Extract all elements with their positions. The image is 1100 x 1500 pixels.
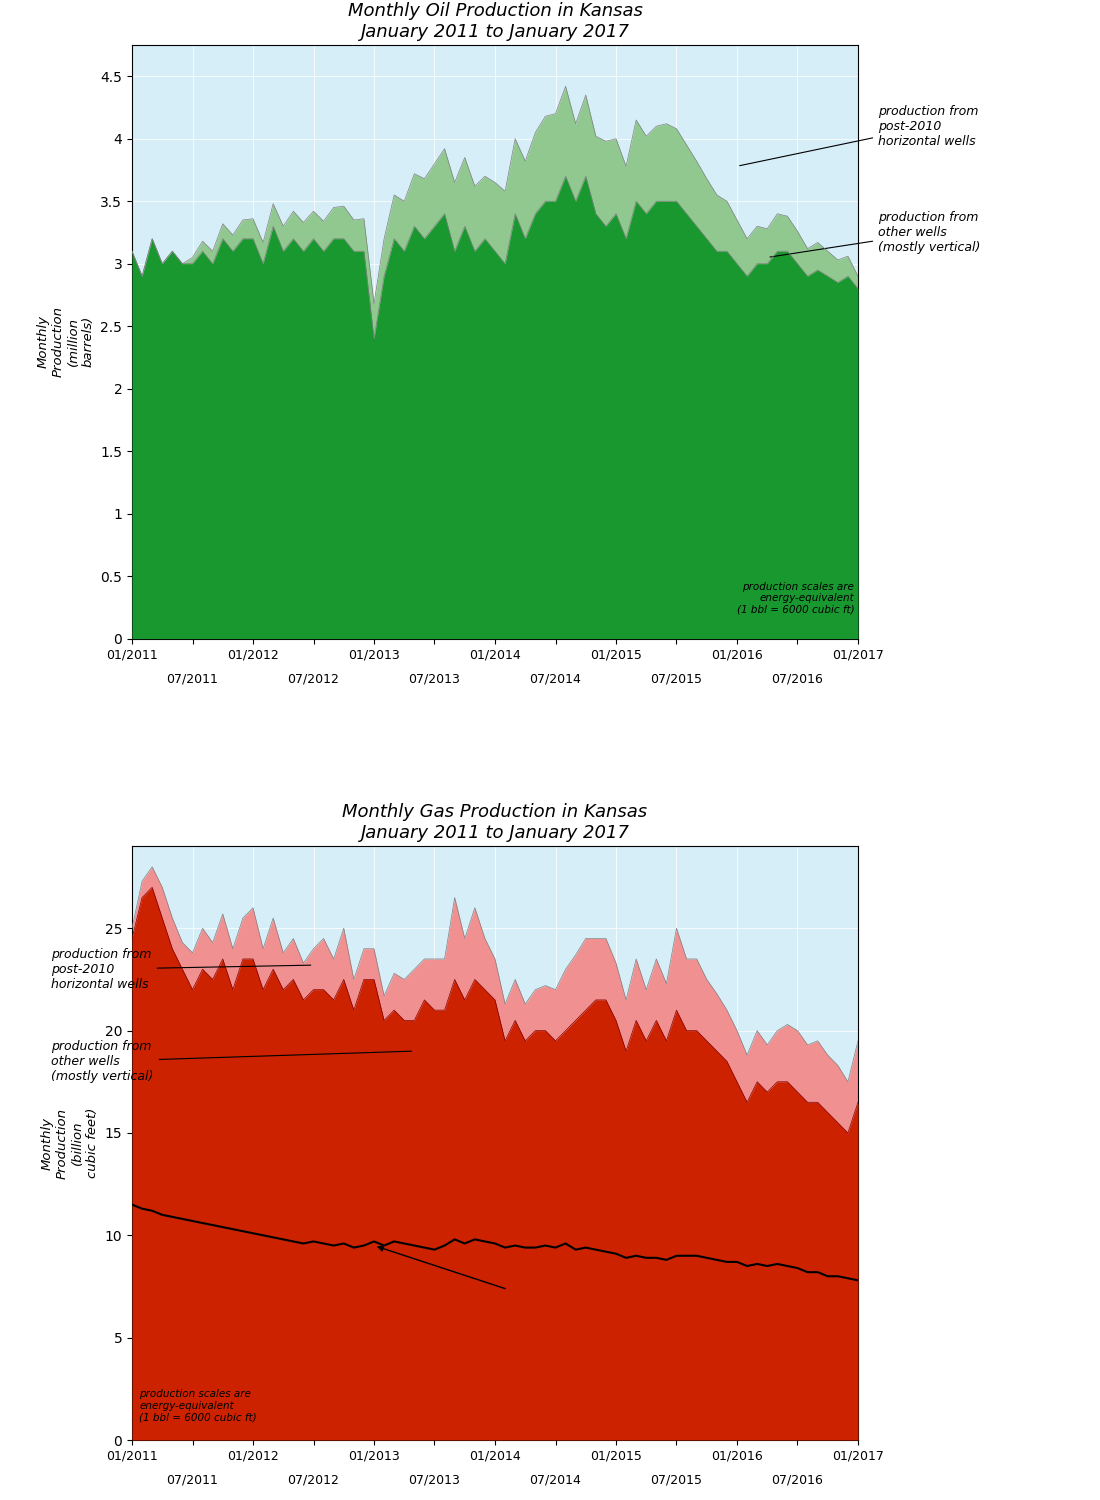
Text: production from
post-2010
horizontal wells: production from post-2010 horizontal wel… (739, 105, 979, 165)
Y-axis label: Monthly
Production
(million
barrels): Monthly Production (million barrels) (36, 306, 95, 378)
Text: production scales are
energy-equivalent
(1 bbl = 6000 cubic ft): production scales are energy-equivalent … (140, 1389, 257, 1422)
Text: monthly production
from
Hugoton Gas Area,
(approximated from annual production d: monthly production from Hugoton Gas Area… (378, 1246, 745, 1350)
Text: production from
other wells
(mostly vertical): production from other wells (mostly vert… (52, 1040, 411, 1083)
Title: Monthly Oil Production in Kansas
January 2011 to January 2017: Monthly Oil Production in Kansas January… (348, 2, 642, 40)
Text: production from
other wells
(mostly vertical): production from other wells (mostly vert… (770, 211, 980, 256)
Title: Monthly Gas Production in Kansas
January 2011 to January 2017: Monthly Gas Production in Kansas January… (342, 802, 648, 842)
Text: production from
post-2010
horizontal wells: production from post-2010 horizontal wel… (52, 948, 310, 990)
Y-axis label: Monthly
Production
(billion
cubic feet): Monthly Production (billion cubic feet) (41, 1107, 99, 1179)
Text: production scales are
energy-equivalent
(1 bbl = 6000 cubic ft): production scales are energy-equivalent … (737, 582, 855, 615)
